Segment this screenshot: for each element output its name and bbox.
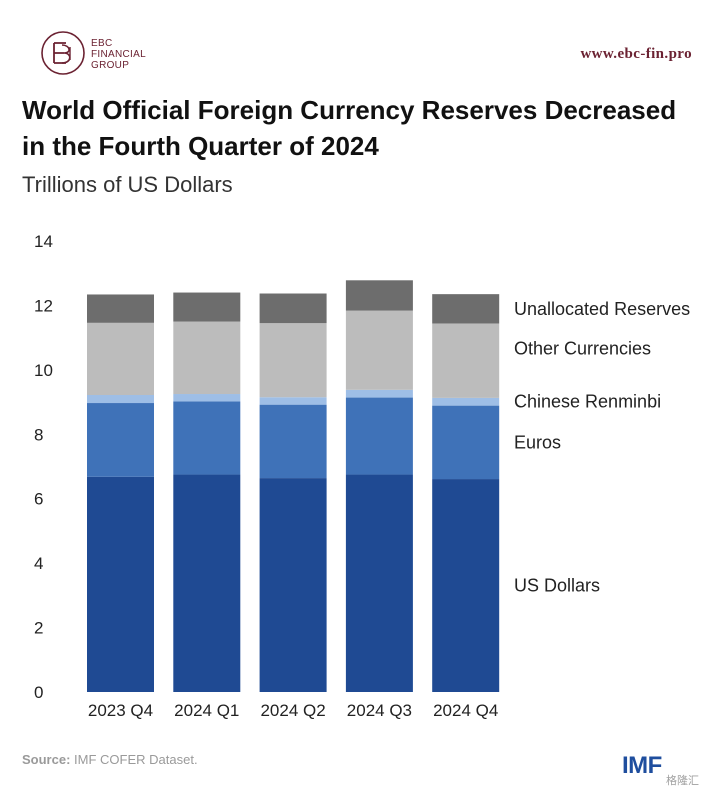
- bar-segment-euros: [87, 403, 154, 477]
- watermark: 格隆汇: [666, 774, 699, 787]
- chart-title: World Official Foreign Currency Reserves…: [22, 92, 712, 164]
- header: EBC FINANCIAL GROUP www.ebc-fin.pro: [0, 0, 726, 85]
- y-tick-label: 12: [34, 296, 53, 315]
- bar-segment-other-currencies: [432, 323, 500, 398]
- website-url[interactable]: www.ebc-fin.pro: [580, 46, 692, 62]
- bar-segment-other-currencies: [87, 322, 154, 395]
- ebc-logo-icon: [41, 31, 85, 75]
- y-tick-label: 0: [34, 683, 43, 702]
- x-tick-label: 2024 Q1: [174, 701, 239, 720]
- source-note: Source: IMF COFER Dataset.: [22, 752, 198, 767]
- bar-segment-chinese-renminbi: [259, 397, 327, 405]
- source-text: IMF COFER Dataset.: [74, 752, 198, 767]
- legend-label: Euros: [514, 432, 561, 452]
- legend-label: Unallocated Reserves: [514, 299, 690, 319]
- y-tick-label: 6: [34, 490, 43, 509]
- legend-label: Other Currencies: [514, 339, 651, 359]
- brand-line-1: EBC: [91, 38, 113, 49]
- legend-label: US Dollars: [514, 576, 600, 596]
- x-tick-label: 2024 Q2: [260, 701, 325, 720]
- brand-name: EBC FINANCIAL GROUP: [91, 38, 146, 71]
- bar-segment-euros: [173, 401, 241, 475]
- bar-segment-us-dollars: [345, 474, 413, 692]
- source-label: Source:: [22, 752, 71, 767]
- y-tick-label: 2: [34, 619, 43, 638]
- imf-logo: IMF: [622, 752, 662, 779]
- y-tick-label: 14: [34, 232, 53, 251]
- brand-line-3: GROUP: [91, 60, 130, 71]
- chart-title-line-1: World Official Foreign Currency Reserves…: [22, 95, 677, 125]
- bar-segment-unallocated-reserves: [345, 280, 413, 311]
- bar-segment-other-currencies: [259, 323, 327, 398]
- bar-segment-unallocated-reserves: [173, 292, 241, 322]
- bar-segment-euros: [259, 404, 327, 479]
- bar-segment-chinese-renminbi: [173, 394, 241, 402]
- bar-segment-euros: [345, 397, 413, 475]
- legend-label: Chinese Renminbi: [514, 392, 661, 412]
- bar-segment-chinese-renminbi: [345, 389, 413, 398]
- y-tick-label: 8: [34, 425, 43, 444]
- bar-segment-chinese-renminbi: [87, 394, 154, 404]
- bar-segment-us-dollars: [173, 474, 241, 692]
- bar-segment-us-dollars: [432, 479, 500, 692]
- x-tick-label: 2024 Q3: [347, 701, 412, 720]
- chart-title-line-2: in the Fourth Quarter of 2024: [22, 131, 379, 161]
- bar-segment-other-currencies: [345, 310, 413, 390]
- y-tick-label: 4: [34, 554, 43, 573]
- bar-segment-unallocated-reserves: [259, 293, 327, 324]
- bar-segment-chinese-renminbi: [432, 397, 500, 406]
- bar-segment-unallocated-reserves: [432, 294, 500, 324]
- x-tick-label: 2024 Q4: [433, 701, 498, 720]
- chart-subtitle: Trillions of US Dollars: [22, 172, 233, 197]
- stacked-bar-chart: 0 2 4 6 8 10 12 14 2023 Q4 2024 Q1 2024 Q2 2024 Q3 2…: [34, 232, 690, 720]
- x-tick-label: 2023 Q4: [88, 701, 153, 720]
- y-tick-label: 10: [34, 361, 53, 380]
- bar-segment-other-currencies: [173, 321, 241, 395]
- bar-segment-us-dollars: [87, 476, 154, 692]
- bar-segment-us-dollars: [259, 478, 327, 692]
- brand-line-2: FINANCIAL: [91, 49, 146, 60]
- bar-segment-unallocated-reserves: [87, 294, 154, 323]
- bar-segment-euros: [432, 405, 500, 480]
